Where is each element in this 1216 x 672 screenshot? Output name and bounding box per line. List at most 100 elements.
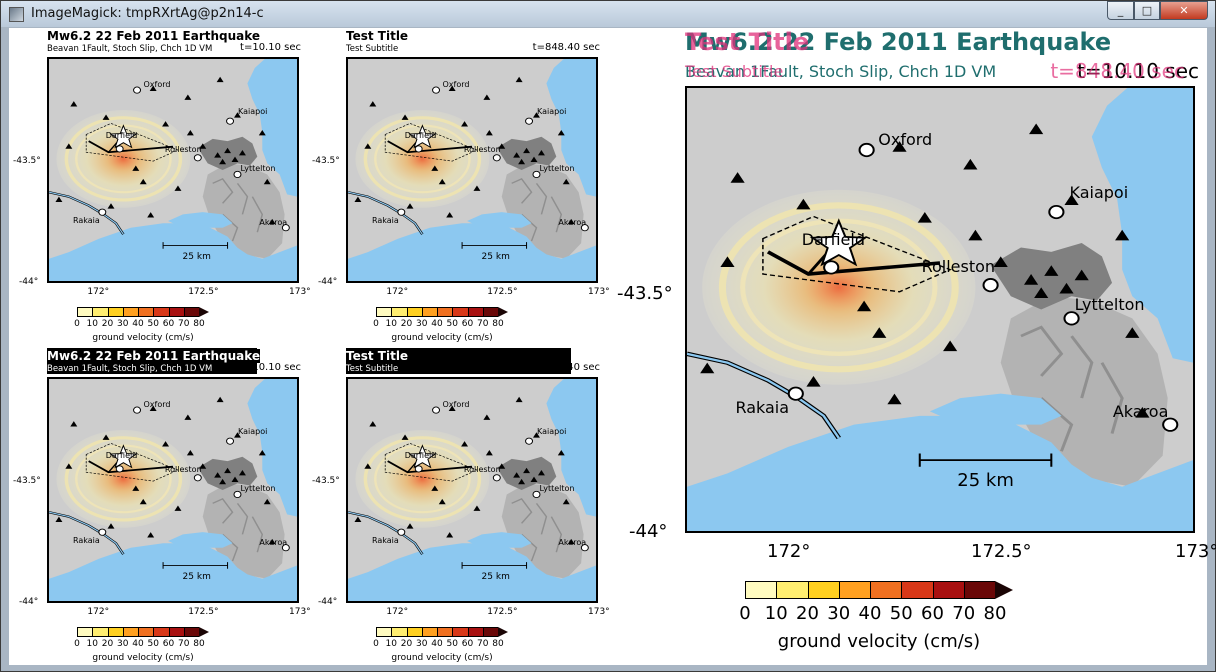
colorbar-arrow xyxy=(498,627,508,637)
colorbar-label: ground velocity (cm/s) xyxy=(391,653,493,663)
panel-time: t=848.40 sec xyxy=(532,42,600,53)
large-subtitle-b: Test Subtitle xyxy=(685,62,784,81)
colorbar-tick-label: 80 xyxy=(193,639,205,649)
fault-trace xyxy=(387,460,473,474)
lon-label: 172.5° xyxy=(487,607,518,617)
southern-ocean xyxy=(348,543,596,601)
colorbar-swatch xyxy=(376,307,392,317)
town-label: Oxford xyxy=(878,129,933,149)
colorbar-tick-label: 0 xyxy=(373,639,379,649)
colorbar-tick-label: 10 xyxy=(86,639,98,649)
colorbar-swatch xyxy=(421,307,437,317)
colorbar-swatch xyxy=(183,627,199,637)
lon-label: 173° xyxy=(289,607,311,617)
colorbar-tick-label: 20 xyxy=(101,319,114,329)
fault-plane-outline xyxy=(762,215,952,293)
pegasus-bay xyxy=(1091,88,1193,363)
colorbar-arrow xyxy=(199,307,209,317)
colorbar-swatches xyxy=(77,307,199,317)
town-label: Akaroa xyxy=(558,217,587,227)
figure-panel: Test Title Test Subtitle t=848.40 sec xyxy=(312,348,610,666)
seismic-stations xyxy=(354,76,575,225)
scale-bar xyxy=(461,242,528,249)
scale-bar xyxy=(162,242,229,249)
figure-panel: Mw6.2 22 Feb 2011 Earthquake Beavan 1Faul… xyxy=(13,348,311,666)
colorbar-swatch xyxy=(138,627,154,637)
figure-panel: Test Title Test Subtitle t=848.40 sec xyxy=(312,28,610,346)
fault-plane-outline xyxy=(85,123,179,162)
ground-motion-ring xyxy=(363,436,482,522)
colorbar-tick-label: 10 xyxy=(385,319,397,329)
colorbar-tick-label: 30 xyxy=(117,319,129,329)
panel-time: t=10.10 sec xyxy=(240,42,301,53)
colorbar-swatch xyxy=(437,307,453,317)
colorbar-tick-label: 50 xyxy=(147,639,159,649)
map-frame: Oxford Kaiapoi Darfield Rolleston Lyttelton R… xyxy=(346,377,598,603)
fault-trace xyxy=(88,140,174,154)
town-label: Rolleston xyxy=(463,144,501,154)
colorbar-tick-label: 40 xyxy=(431,319,443,329)
map-frame: Oxford Kaiapoi Darfield Rolleston Lyttelton R… xyxy=(47,57,299,283)
lat-label: -44° xyxy=(19,277,39,287)
fault-plane-outline xyxy=(384,443,478,482)
lon-label: 172.5° xyxy=(971,541,1032,562)
seismic-stations xyxy=(55,396,276,545)
town-label: Rakaia xyxy=(735,397,790,417)
lon-label: 172.5° xyxy=(487,287,518,297)
colorbar-swatch xyxy=(745,581,777,599)
colorbar-swatch xyxy=(932,581,964,599)
minimize-button[interactable]: _ xyxy=(1107,1,1134,20)
colorbar-swatch xyxy=(77,307,93,317)
rakaia-river-inner xyxy=(49,511,124,555)
close-button[interactable]: ✕ xyxy=(1160,1,1208,20)
lake-ellesmere xyxy=(168,212,233,228)
colorbar-swatch xyxy=(437,627,453,637)
map-graphic xyxy=(49,379,297,601)
map-graphic xyxy=(348,59,596,281)
colorbar-tick-label: 60 xyxy=(162,319,175,329)
town-label: Kaiapoi xyxy=(238,107,268,117)
lat-label: -44° xyxy=(318,597,338,607)
town-label: Rakaia xyxy=(371,215,399,225)
lat-label: -43.5° xyxy=(13,476,41,487)
lat-label: -43.5° xyxy=(312,476,340,487)
epicentre-star xyxy=(408,124,437,149)
town-label: Rakaia xyxy=(72,535,100,545)
colorbar xyxy=(77,627,209,637)
colorbar-label: ground velocity (cm/s) xyxy=(92,653,194,663)
ground-motion-ring xyxy=(64,436,183,522)
colorbar-arrow xyxy=(995,581,1013,599)
colorbar-tick-label: 30 xyxy=(827,603,851,624)
title-bar[interactable]: ImageMagick: tmpRXrtAg@p2n14-c _ □ ✕ xyxy=(1,1,1215,27)
colorbar-label: ground velocity (cm/s) xyxy=(391,333,493,343)
colorbar-tick-label: 40 xyxy=(132,639,144,649)
colorbar-tick-label: 40 xyxy=(431,639,443,649)
rakaia-river-inner xyxy=(348,511,423,555)
town-label: Darfield xyxy=(404,450,437,460)
lon-label: 173° xyxy=(1175,541,1216,562)
scale-bar-label: 25 km xyxy=(182,252,211,263)
fault-trace xyxy=(387,140,473,154)
map-graphic xyxy=(49,59,297,281)
panel-title: Mw6.2 22 Feb 2011 Earthquake xyxy=(47,349,261,363)
colorbar-tick-label: 0 xyxy=(373,319,379,329)
map-frame: Oxford Kaiapoi Darfield Rolleston Lyttelton R… xyxy=(685,86,1195,533)
town-label: Akaroa xyxy=(558,537,587,547)
colorbar-tick-label: 0 xyxy=(74,319,80,329)
colorbar-tick-label: 10 xyxy=(385,639,397,649)
colorbar-tick-label: 10 xyxy=(764,603,788,624)
colorbar-tick-label: 20 xyxy=(101,639,114,649)
colorbar-tick-label: 40 xyxy=(858,603,882,624)
town-label: Kaiapoi xyxy=(1069,183,1129,203)
colorbar-tick-label: 50 xyxy=(889,603,913,624)
colorbar-swatch xyxy=(122,307,138,317)
scale-bar-label: 25 km xyxy=(957,470,1014,492)
ground-motion-ring xyxy=(363,116,482,202)
colorbar-swatch xyxy=(107,307,123,317)
town-label: Kaiapoi xyxy=(537,427,567,437)
town-label: Kaiapoi xyxy=(537,107,567,117)
lat-label: -43.5° xyxy=(617,282,673,304)
maximize-button[interactable]: □ xyxy=(1134,1,1160,20)
lon-label: 172.5° xyxy=(188,607,219,617)
scale-bar-label: 25 km xyxy=(182,572,211,583)
